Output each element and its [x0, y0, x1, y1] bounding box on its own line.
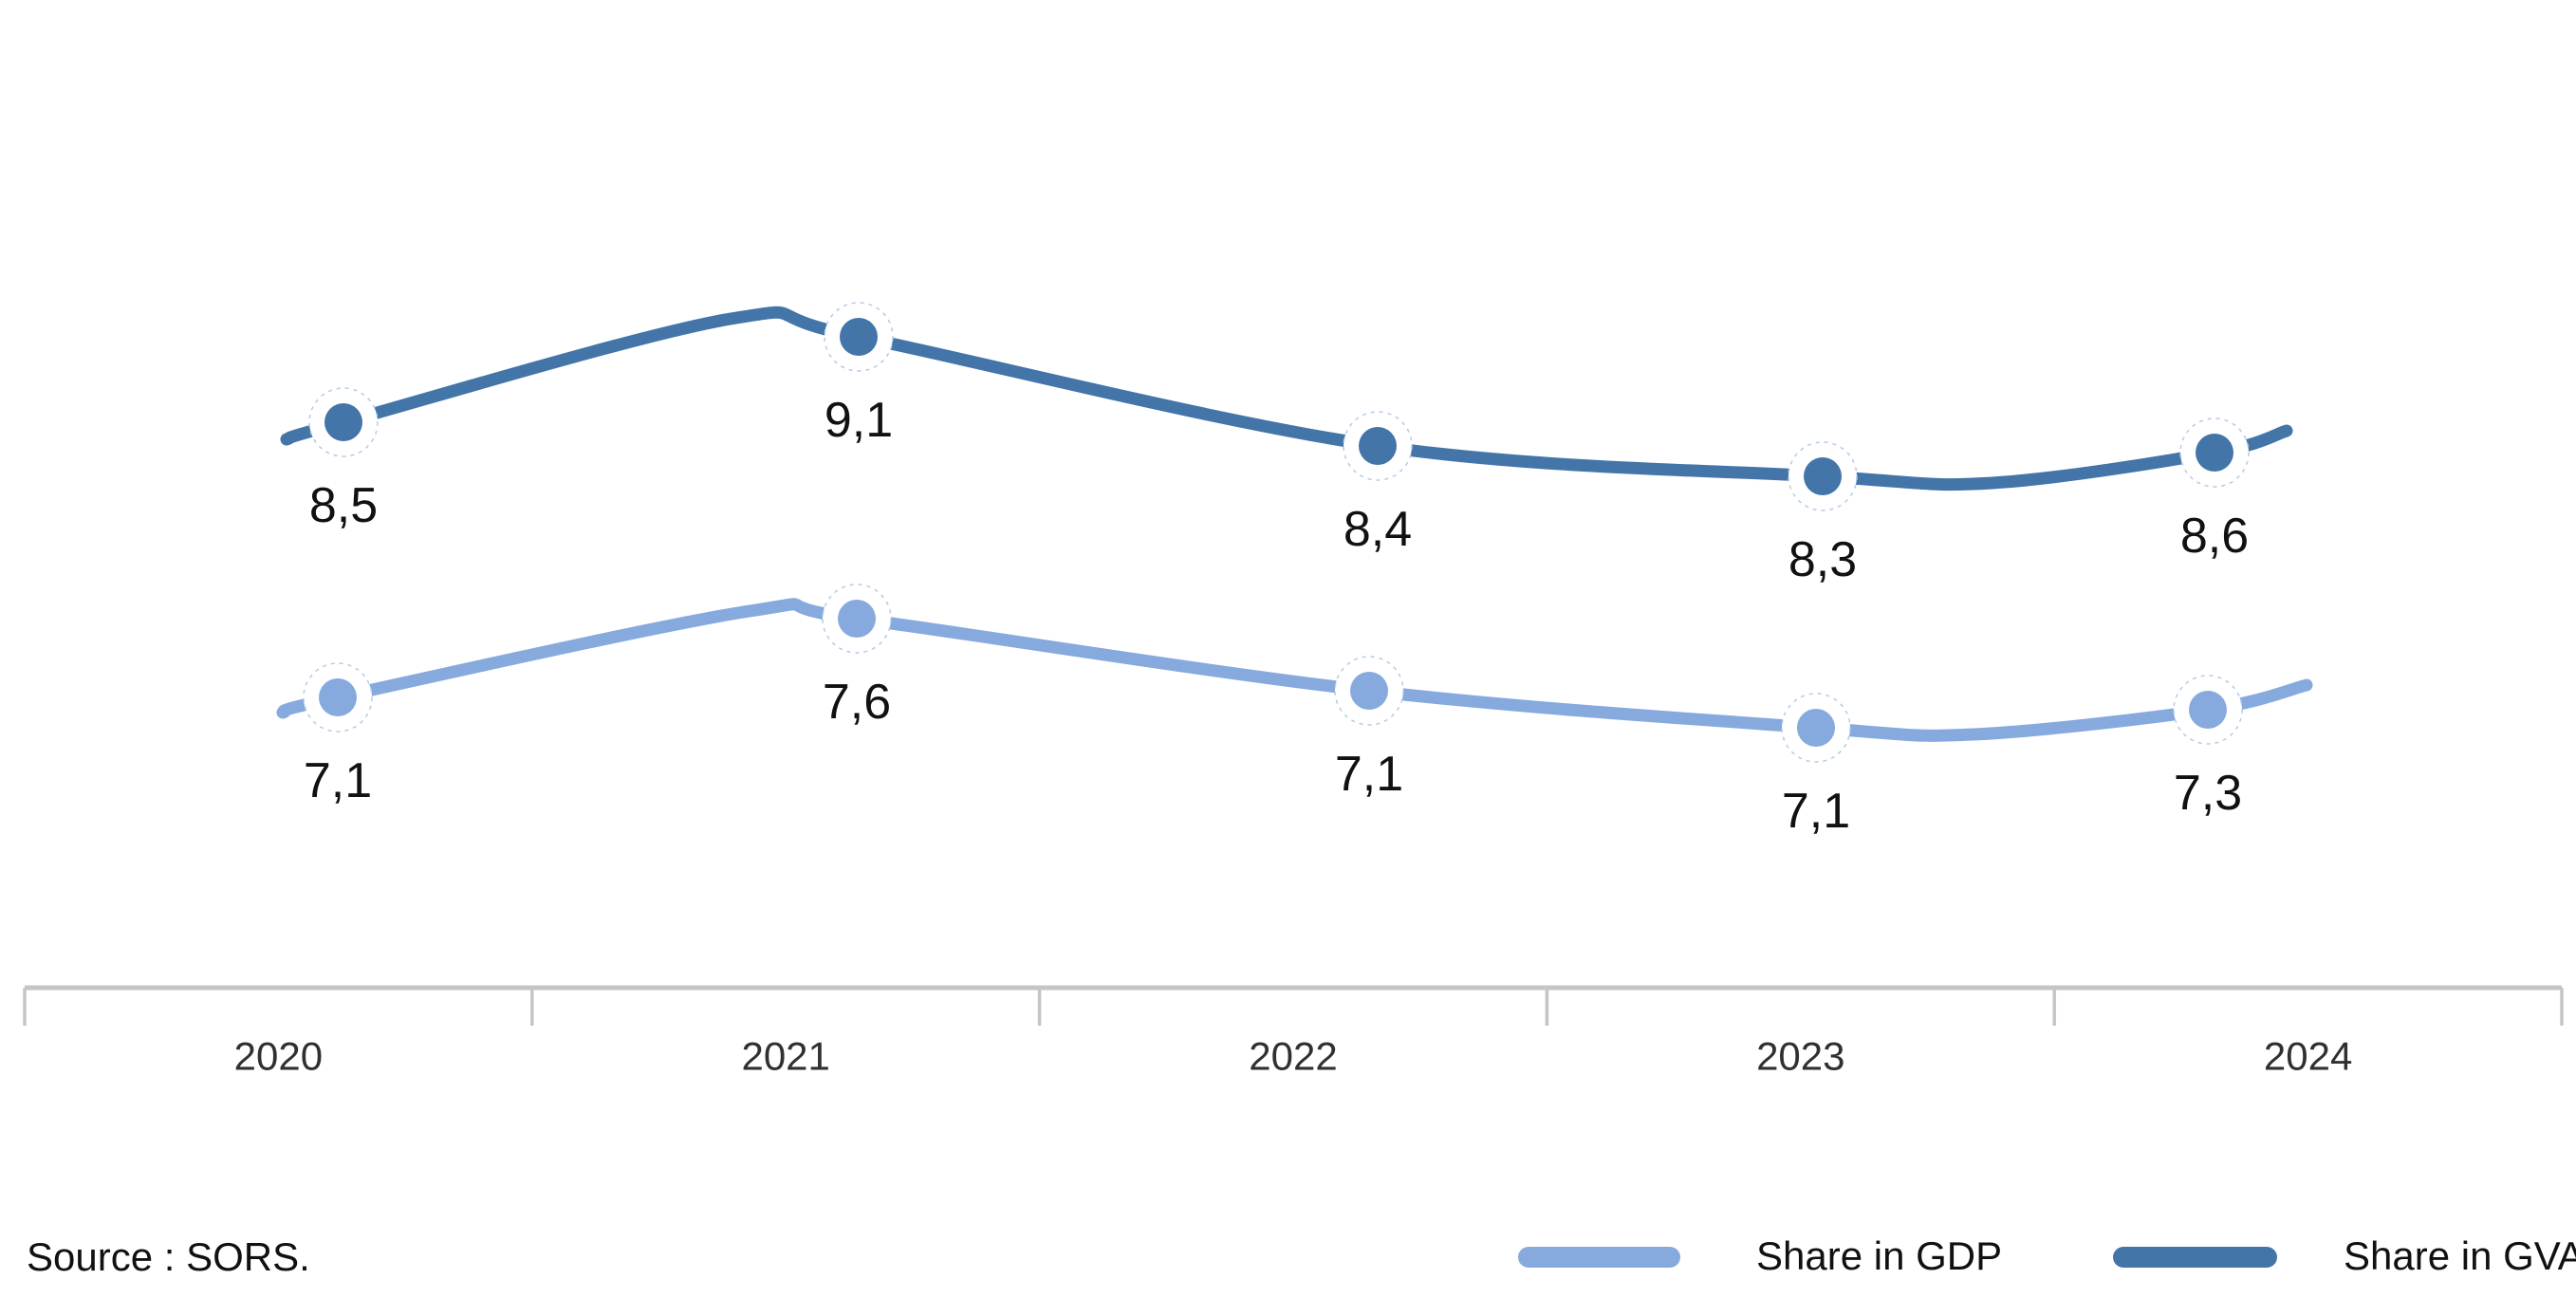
series-share-in-gva: 8,5 9,1 8,4 8,3 8,6 — [280, 302, 2293, 587]
data-label: 7,3 — [2174, 766, 2242, 821]
data-point-marker — [1359, 427, 1397, 465]
data-point-marker — [324, 403, 362, 441]
data-point-marker — [2196, 434, 2233, 472]
x-axis-tick-label: 2020 — [234, 1034, 323, 1079]
data-label: 7,1 — [304, 753, 372, 808]
data-label: 9,1 — [825, 393, 893, 448]
data-point-marker — [838, 600, 876, 638]
data-point-marker — [319, 678, 357, 716]
data-label: 8,3 — [1788, 532, 1857, 587]
series-line — [276, 598, 2313, 742]
data-label: 8,4 — [1344, 502, 1412, 557]
data-label: 8,5 — [309, 478, 378, 533]
data-label: 7,1 — [1782, 784, 1850, 839]
data-label: 7,6 — [823, 675, 891, 730]
source-note: Source : SORS. — [27, 1234, 310, 1279]
data-label: 7,1 — [1335, 747, 1403, 802]
data-point-marker — [1797, 709, 1835, 747]
data-point-marker — [2189, 691, 2227, 729]
data-point-marker — [1350, 672, 1388, 710]
series-share-in-gdp: 7,1 7,6 7,1 7,1 7,3 — [276, 584, 2313, 839]
data-point-marker — [840, 318, 878, 356]
x-axis-tick-label: 2024 — [2264, 1034, 2352, 1079]
x-axis-tick-label: 2021 — [741, 1034, 829, 1079]
x-axis-tick-label: 2023 — [1756, 1034, 1844, 1079]
data-point-marker — [1804, 457, 1842, 495]
series-line — [280, 306, 2293, 491]
data-label: 8,6 — [2180, 509, 2249, 564]
x-axis-tick-label: 2022 — [1249, 1034, 1337, 1079]
